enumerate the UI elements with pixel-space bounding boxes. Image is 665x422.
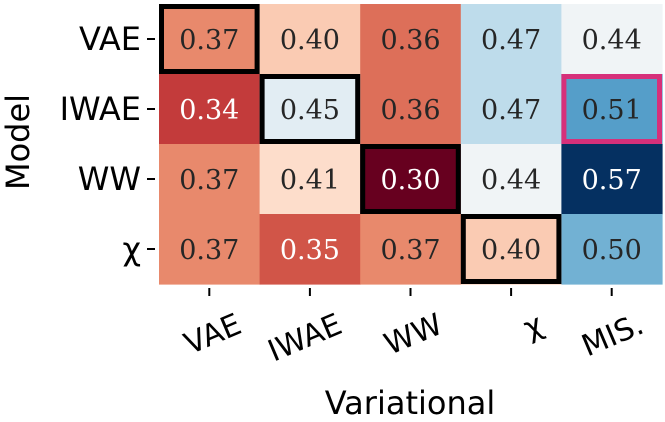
cell-value-label: 0.40 (280, 25, 340, 56)
x-tick-label: WW (379, 307, 447, 362)
cell-value-label: 0.41 (280, 165, 340, 196)
heatmap-cell-r2-c1 (259, 144, 361, 215)
cell-value-label: 0.47 (481, 25, 541, 56)
highlight-box-2 (360, 144, 461, 214)
highlight-box-1 (259, 74, 361, 144)
cell-value-label: 0.47 (481, 95, 541, 126)
cell-value-label: 0.50 (582, 235, 642, 266)
heatmap-cell-r1-c2 (360, 74, 462, 145)
heatmap-cell-r3-c2 (360, 214, 462, 285)
heatmap-cell-r0-c0 (159, 4, 261, 75)
cell-value-label: 0.37 (179, 235, 239, 266)
cell-value-label: 0.45 (280, 95, 340, 126)
cell-value-label: 0.57 (582, 165, 642, 196)
y-tick-label: WW (78, 160, 141, 198)
y-axis: VAE IWAE WW χ (60, 20, 155, 268)
y-tick-label: VAE (79, 20, 141, 58)
cell-value-label: 0.36 (380, 25, 440, 56)
cell-value-label: 0.36 (380, 95, 440, 126)
cell-value-label: 0.35 (280, 235, 340, 266)
x-tick-label: VAE (179, 307, 246, 362)
y-axis-title: Model (0, 94, 37, 190)
heatmap-cell-r1-c1 (259, 74, 361, 145)
cell-value-label: 0.37 (179, 25, 239, 56)
heatmap-cell-r3-c3 (460, 214, 562, 285)
x-axis-title: Variational (325, 384, 495, 422)
cell-value-label: 0.37 (380, 235, 440, 266)
cell-value-label: 0.40 (481, 235, 541, 266)
x-tick-label: χ (519, 307, 549, 346)
heatmap-cell-r3-c4 (561, 214, 663, 285)
x-tick-label: IWAE (263, 307, 347, 369)
highlight-box-3 (460, 214, 562, 284)
cell-value-label: 0.51 (582, 95, 642, 126)
heatmap-cell-r2-c3 (460, 144, 562, 215)
cell-value-label: 0.30 (380, 165, 440, 196)
highlight-box-4 (561, 74, 663, 144)
highlight-boxes (159, 4, 663, 284)
y-tick-label: χ (123, 230, 141, 268)
cell-value-label: 0.44 (481, 165, 541, 196)
heatmap-cell-r2-c2 (360, 144, 462, 215)
heatmap-cell-r3-c0 (159, 214, 261, 285)
heatmap-cell-r0-c4 (561, 4, 663, 75)
heatmap-cell-r2-c4 (561, 144, 663, 215)
heatmap-cell-r1-c0 (159, 74, 261, 145)
heatmap-cell-r3-c1 (259, 214, 361, 285)
heatmap-cells (159, 4, 663, 285)
heatmap-cell-r0-c3 (460, 4, 562, 75)
heatmap-cell-r1-c4 (561, 74, 663, 145)
heatmap-cell-labels: 0.37 0.40 0.36 0.47 0.44 0.34 0.45 0.36 0.47 0.51… (179, 25, 642, 266)
highlight-box-0 (159, 4, 260, 74)
heatmap-cell-r0-c2 (360, 4, 462, 75)
cell-value-label: 0.44 (582, 25, 642, 56)
heatmap-cell-r1-c3 (460, 74, 562, 145)
x-axis: VAE IWAE WW χ MIS. (179, 288, 649, 369)
x-tick-label: MIS. (577, 307, 649, 364)
heatmap-cell-r2-c0 (159, 144, 261, 215)
cell-value-label: 0.34 (179, 95, 239, 126)
y-tick-label: IWAE (60, 90, 141, 128)
heatmap-cell-r0-c1 (259, 4, 361, 75)
cell-value-label: 0.37 (179, 165, 239, 196)
